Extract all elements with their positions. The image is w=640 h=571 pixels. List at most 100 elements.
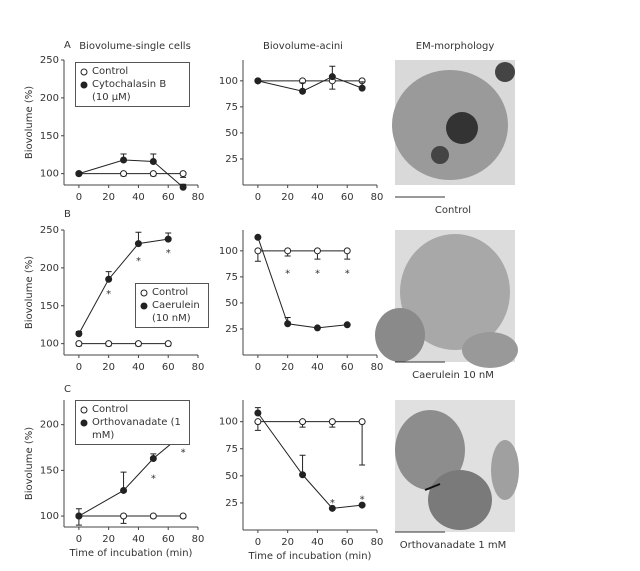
annotation: * [330, 498, 335, 509]
y-tick-label: 100 [40, 339, 59, 350]
data-point [358, 84, 366, 92]
y-tick-label: 25 [225, 498, 238, 509]
y-tick-label: 75 [225, 272, 238, 283]
column-title: EM-morphology [416, 41, 495, 52]
annotation: * [166, 248, 171, 259]
annotation: * [136, 256, 141, 267]
legend: Control Caerulein (10 nM) [135, 283, 209, 328]
error-bar [359, 421, 366, 466]
x-tick-label: 0 [255, 537, 261, 548]
series-line [257, 412, 363, 509]
image-caption: Caerulein 10 nM [412, 370, 494, 381]
legend-marker [80, 68, 88, 76]
column-title: Biovolume-acini [263, 41, 343, 52]
data-point [134, 340, 142, 348]
data-point [164, 340, 172, 348]
data-point [299, 87, 307, 95]
data-point [75, 330, 83, 338]
x-tick-label: 40 [132, 534, 145, 545]
legend-label: Cytochalasin B (10 μM) [92, 79, 167, 103]
x-tick-label: 20 [102, 192, 115, 203]
legend-marker [80, 419, 88, 427]
y-tick-label: 50 [225, 128, 238, 139]
legend-marker [140, 289, 148, 297]
em-image [375, 230, 518, 368]
em-image [395, 400, 519, 533]
legend-marker [80, 81, 88, 89]
y-tick-label: 100 [219, 417, 238, 428]
series-line [78, 159, 184, 188]
x-tick-label: 20 [281, 537, 294, 548]
annotation: * [285, 269, 290, 280]
x-tick-label: 80 [371, 537, 384, 548]
data-point [140, 302, 148, 310]
x-tick-label: 0 [76, 362, 82, 373]
x-tick-label: 0 [76, 534, 82, 545]
x-tick-label: 40 [311, 192, 324, 203]
x-tick-label: 60 [341, 192, 354, 203]
y-tick-label: 100 [40, 169, 59, 180]
x-tick-label: 60 [162, 192, 175, 203]
series-line [78, 238, 169, 335]
y-tick-label: 200 [40, 93, 59, 104]
x-tick-label: 40 [311, 362, 324, 373]
legend-entry: Control [80, 65, 185, 78]
y-axis-label: Biovolume (%) [24, 256, 35, 329]
legend-entry: Control [80, 403, 185, 416]
data-point [254, 418, 262, 426]
legend: Control Orthovanadate (1 mM) [75, 400, 190, 445]
x-tick-label: 20 [102, 534, 115, 545]
y-tick-label: 75 [225, 102, 238, 113]
x-axis-label: Time of incubation (min) [69, 548, 193, 559]
legend-label: Caerulein (10 nM) [152, 300, 200, 324]
panel-label: C [64, 384, 71, 395]
legend-label: Control [92, 66, 129, 77]
series-line [257, 237, 348, 329]
x-axis-label: Time of incubation (min) [248, 551, 372, 562]
data-point [75, 512, 83, 520]
y-tick-label: 75 [225, 444, 238, 455]
x-tick-label: 80 [192, 362, 205, 373]
x-tick-label: 60 [162, 362, 175, 373]
x-tick-label: 60 [341, 537, 354, 548]
data-point [149, 454, 157, 462]
annotation: * [106, 289, 111, 300]
y-tick-label: 50 [225, 298, 238, 309]
x-tick-label: 40 [311, 537, 324, 548]
legend-entry: Orthovanadate (1 mM) [80, 416, 185, 442]
data-point [75, 340, 83, 348]
data-point [179, 170, 187, 178]
data-point [80, 81, 88, 89]
x-tick-label: 0 [255, 192, 261, 203]
x-tick-label: 40 [132, 192, 145, 203]
data-point [149, 512, 157, 520]
x-tick-label: 20 [281, 362, 294, 373]
data-point [120, 170, 128, 178]
data-point [149, 158, 157, 166]
legend-marker [80, 406, 88, 414]
x-tick-label: 80 [371, 362, 384, 373]
data-point [358, 418, 366, 426]
y-tick-label: 25 [225, 324, 238, 335]
x-tick-label: 80 [371, 192, 384, 203]
series-line [257, 76, 363, 92]
annotation: * [345, 269, 350, 280]
x-tick-label: 0 [76, 192, 82, 203]
y-tick-label: 150 [40, 465, 59, 476]
data-point [254, 409, 262, 417]
y-tick-label: 150 [40, 301, 59, 312]
legend-entry: Control [140, 286, 204, 299]
data-point [140, 289, 148, 297]
em-image [392, 60, 515, 198]
panel-label: B [64, 209, 71, 220]
legend-entry: Caerulein (10 nM) [140, 299, 204, 325]
data-point [328, 418, 336, 426]
x-tick-label: 0 [255, 362, 261, 373]
data-point [80, 419, 88, 427]
data-point [179, 183, 187, 191]
x-tick-label: 60 [162, 534, 175, 545]
legend-label: Control [92, 404, 129, 415]
y-tick-label: 100 [219, 76, 238, 87]
